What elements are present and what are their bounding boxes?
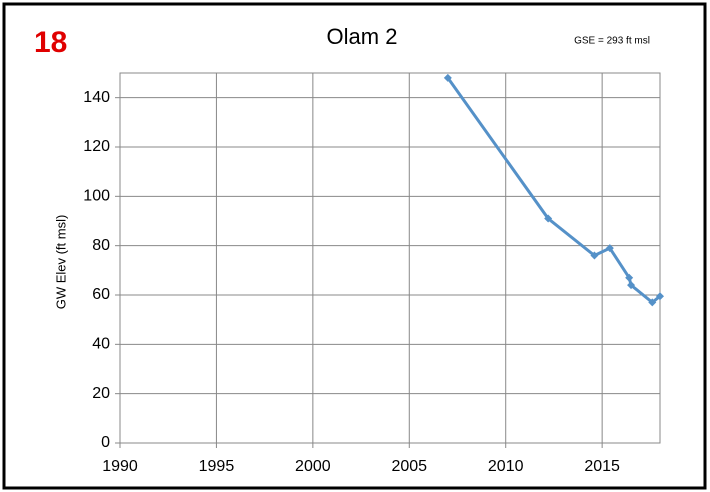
annotation: GSE = 293 ft msl [574, 36, 650, 47]
data-point [648, 298, 657, 307]
y-tick-label: 100 [83, 188, 110, 205]
data-point [590, 251, 599, 260]
x-tick-label: 1995 [199, 458, 235, 475]
data-point [625, 273, 634, 282]
y-tick-label: 20 [92, 385, 110, 402]
x-tick-label: 2000 [295, 458, 331, 475]
x-tick-label: 2010 [488, 458, 524, 475]
y-tick-label: 140 [83, 89, 110, 106]
x-tick-label: 2005 [391, 458, 427, 475]
y-tick-label: 120 [83, 138, 110, 155]
y-tick-label: 60 [92, 286, 110, 303]
panel-label: 18 [34, 26, 67, 59]
y-tick-label: 40 [92, 336, 110, 353]
data-point [656, 292, 664, 301]
x-tick-label: 2015 [584, 458, 620, 475]
y-tick-label: 0 [101, 434, 110, 451]
data-line [446, 77, 661, 305]
x-tick-label: 1990 [102, 458, 138, 475]
y-tick-label: 80 [92, 237, 110, 254]
data-point [544, 214, 553, 223]
data-point [627, 281, 636, 290]
data-point [443, 73, 452, 82]
y-axis-label: GW Elev (ft msl) [53, 215, 68, 310]
chart-title: Olam 2 [327, 24, 398, 49]
data-point [605, 244, 614, 253]
